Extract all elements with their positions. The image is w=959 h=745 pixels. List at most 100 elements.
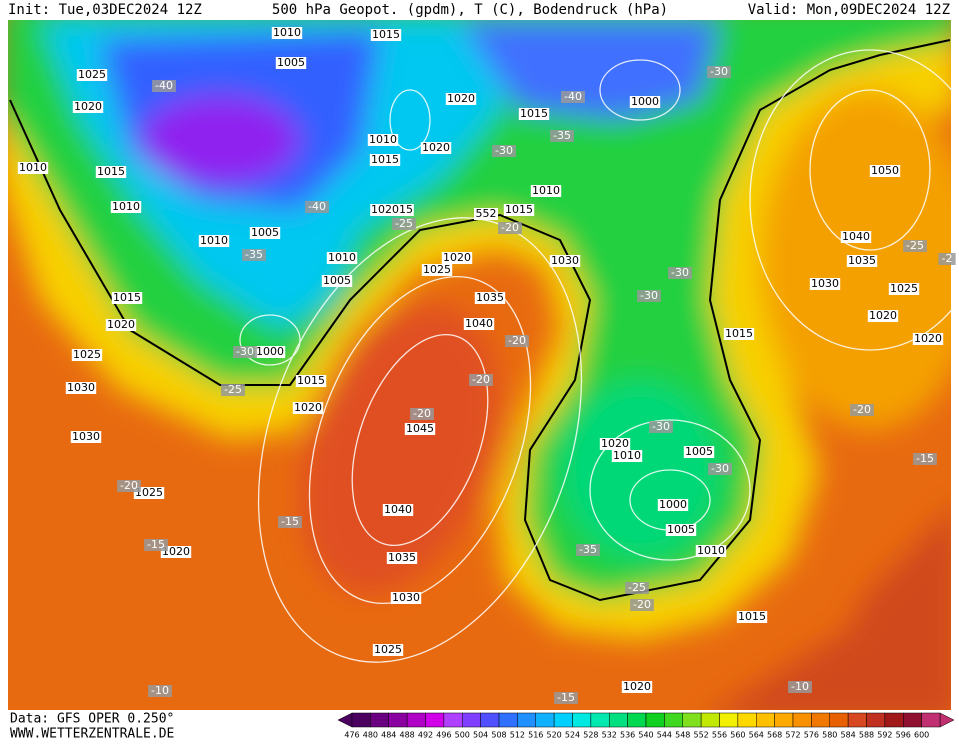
pressure-label: 1015	[97, 165, 125, 178]
pressure-label-box	[390, 592, 422, 604]
temperature-label: -30	[671, 266, 689, 279]
colorbar-label: 524	[565, 731, 580, 740]
pressure-label: 1005	[277, 56, 305, 69]
colorbar-label: 592	[877, 731, 892, 740]
colorbar-swatch	[921, 712, 941, 728]
colorbar-label: 476	[344, 731, 359, 740]
colorbar-label: 508	[491, 731, 506, 740]
temperature-label-box	[625, 582, 649, 594]
colorbar-label: 512	[510, 731, 525, 740]
colorbar-label: 484	[381, 731, 396, 740]
colorbar-label: 536	[620, 731, 635, 740]
colorbar-swatch	[443, 712, 463, 728]
temperature-label-box	[649, 421, 673, 433]
pressure-label-box	[111, 292, 143, 304]
temperature-label-box	[242, 249, 266, 261]
pressure-label: 1025	[135, 486, 163, 499]
pressure-label: 1020	[869, 309, 897, 322]
colorbar-swatch	[719, 712, 739, 728]
pressure-label-box	[326, 252, 358, 264]
pressure-label-box	[254, 346, 286, 358]
temperature-label-box	[117, 480, 141, 492]
colorbar-swatch	[700, 712, 720, 728]
contour-552	[9, 39, 951, 602]
pressure-label-box	[404, 423, 436, 435]
temperature-label: -30	[236, 345, 254, 358]
pressure-label: 1010	[273, 26, 301, 39]
colorbar-swatch	[847, 712, 867, 728]
colorbar-label: 600	[914, 731, 929, 740]
pressure-label-box	[846, 255, 878, 267]
pressure-label: 1010	[200, 234, 228, 247]
colorbar-label: 516	[528, 731, 543, 740]
pressure-label-box	[474, 292, 506, 304]
colorbar-swatch	[590, 712, 610, 728]
pressure-label: 1020	[447, 92, 475, 105]
pressure-label-box	[657, 499, 689, 511]
colorbar-swatch	[406, 712, 426, 728]
temperature-label-box	[576, 544, 600, 556]
pressure-label: 1020	[74, 100, 102, 113]
pressure-label-box	[370, 29, 402, 41]
pressure-label: 1015	[725, 327, 753, 340]
colorbar-label: 588	[859, 731, 874, 740]
temperature-label: -20	[853, 403, 871, 416]
pressure-label-box	[445, 93, 477, 105]
field-purple	[140, 95, 300, 185]
colorbar-label: 504	[473, 731, 488, 740]
pressure-label: 1020	[623, 680, 651, 693]
colorbar-label: 532	[602, 731, 617, 740]
colorbar-swatch	[480, 712, 500, 728]
temperature-label: -20	[633, 598, 651, 611]
pressure-label-box	[382, 504, 414, 516]
temperature-label: -25	[395, 217, 413, 230]
colorbar-label: 528	[583, 731, 598, 740]
header-init: Init: Tue,03DEC2024 12Z	[8, 2, 202, 18]
pressure-label-box	[503, 204, 535, 216]
pressure-label-box	[198, 235, 230, 247]
colorbar-label: 520	[546, 731, 561, 740]
contour-label: 552	[476, 207, 497, 220]
isobars	[239, 49, 951, 663]
pressure-label: 1020	[914, 332, 942, 345]
temperature-label-box	[305, 201, 329, 213]
pressure-label: 1015	[297, 374, 325, 387]
temperature-label: -20	[501, 221, 519, 234]
temperature-label: -30	[495, 144, 513, 157]
pressure-label-box	[367, 134, 399, 146]
pressure-label-box	[133, 487, 165, 499]
temperature-label: -30	[640, 289, 658, 302]
pressure-label: 1010	[328, 251, 356, 264]
temperature-label: -10	[791, 680, 809, 693]
colorbar-swatch	[425, 712, 445, 728]
temperature-label-box	[788, 681, 812, 693]
temperature-label: -40	[308, 200, 326, 213]
pressure-label: 1040	[384, 503, 412, 516]
pressure-label-box	[421, 264, 453, 276]
colorbar-label: 552	[693, 731, 708, 740]
temperature-label: -25	[906, 239, 924, 252]
temperature-label: -20	[120, 479, 138, 492]
colorbar-label: 544	[657, 731, 672, 740]
pressure-label-box	[71, 349, 103, 361]
temperature-label: -15	[557, 691, 575, 704]
colorbar-swatch	[351, 712, 371, 728]
pressure-label: 102015	[371, 203, 413, 216]
pressure-label: 1020	[107, 318, 135, 331]
pressure-label: 1030	[551, 254, 579, 267]
colorbar-label: 560	[730, 731, 745, 740]
pressure-label-box	[65, 382, 97, 394]
temperature-label: -15	[916, 452, 934, 465]
temperature-label-box	[903, 240, 927, 252]
colorbar-swatch	[370, 712, 389, 728]
colorbar: 476 480 484 488 492 496 500 504 508 512 516 520 524 5…	[337, 712, 955, 740]
field-shading	[8, 20, 951, 710]
colorbar-swatch	[388, 712, 408, 728]
header-valid: Valid: Mon,09DEC2024 12Z	[748, 2, 950, 18]
header-title: 500 hPa Geopot. (gpdm), T (C), Bodendruc…	[272, 2, 668, 18]
colorbar-label: 480	[363, 731, 378, 740]
pressure-label: 1010	[697, 544, 725, 557]
colorbar-label: 596	[896, 731, 911, 740]
temperature-label-box	[850, 404, 874, 416]
